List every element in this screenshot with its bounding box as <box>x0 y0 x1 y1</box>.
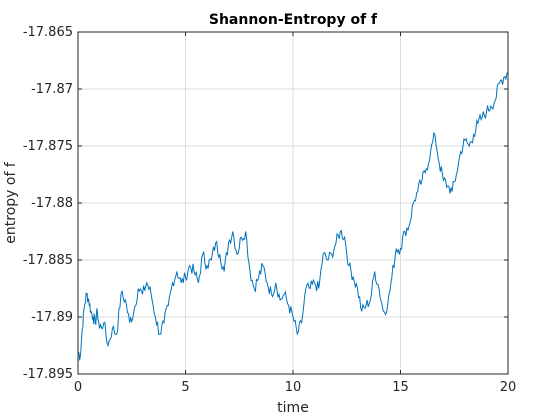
grid-layer <box>77 31 509 375</box>
y-tick-label: -17.885 <box>23 253 73 268</box>
tick-layer: 0 5 10 15 20 -17.865 -17.87 -17.875 -17.88 -17.88… <box>23 25 516 395</box>
y-tick-label: -17.865 <box>23 25 73 40</box>
y-tick-label: -17.89 <box>31 310 73 325</box>
y-axis-title: entropy of f <box>3 161 19 244</box>
y-tick-label: -17.87 <box>31 82 73 97</box>
series-line <box>77 71 509 361</box>
line-layer <box>77 71 509 361</box>
y-tick-label: -17.875 <box>23 139 73 154</box>
chart-title: Shannon-Entropy of f <box>209 12 378 28</box>
x-tick-label: 15 <box>392 380 409 395</box>
y-tick-label: -17.895 <box>23 367 73 382</box>
x-tick-label: 20 <box>500 380 517 395</box>
x-tick-label: 0 <box>74 380 82 395</box>
x-tick-label: 10 <box>285 380 302 395</box>
x-axis-title: time <box>277 400 309 416</box>
x-tick-label: 5 <box>181 380 189 395</box>
y-tick-label: -17.88 <box>31 196 73 211</box>
